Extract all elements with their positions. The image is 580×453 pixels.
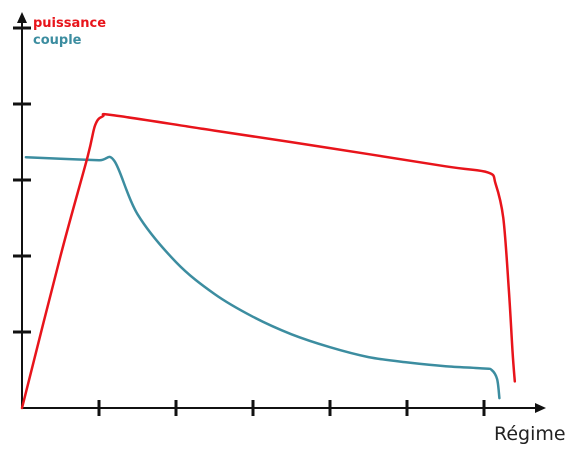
x-axis-arrow bbox=[535, 403, 546, 413]
series-line-puissance bbox=[20, 112, 517, 410]
legend-couple: couple bbox=[33, 33, 82, 48]
legend: puissance couple bbox=[33, 16, 106, 48]
x-axis-label: Régime bbox=[494, 423, 566, 445]
legend-puissance: puissance bbox=[33, 16, 106, 31]
ticks bbox=[13, 26, 486, 416]
axes bbox=[17, 12, 546, 413]
series-layer bbox=[20, 112, 517, 410]
series-line-couple bbox=[24, 155, 501, 400]
y-axis-arrow bbox=[17, 12, 27, 23]
